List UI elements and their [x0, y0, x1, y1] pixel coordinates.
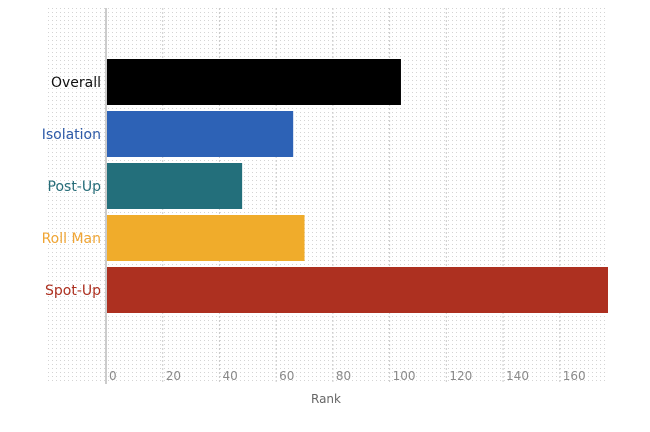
category-label: Post-Up — [48, 179, 102, 195]
x-tick-label: 160 — [563, 369, 586, 383]
x-tick-label: 20 — [166, 369, 181, 383]
category-label: Spot-Up — [45, 283, 101, 299]
category-label: Isolation — [42, 127, 101, 143]
bar — [107, 267, 608, 313]
bars — [107, 59, 608, 313]
x-axis-title: Rank — [311, 392, 341, 406]
x-tick-label: 120 — [449, 369, 472, 383]
category-labels: Overall Isolation Post-Up Roll Man Spot-Up — [42, 75, 102, 299]
bar — [107, 59, 401, 105]
x-tick-label: 140 — [506, 369, 529, 383]
x-tick-label: 80 — [336, 369, 351, 383]
bar — [107, 215, 305, 261]
x-tick-label: 60 — [279, 369, 294, 383]
category-label: Overall — [51, 75, 101, 91]
x-tick-label: 0 — [109, 369, 117, 383]
x-tick-label: 40 — [222, 369, 237, 383]
x-tick-label: 100 — [393, 369, 416, 383]
category-label: Roll Man — [42, 231, 101, 247]
x-tick-labels: 0 20 40 60 80 100 120 140 160 — [109, 369, 586, 383]
bar — [107, 163, 243, 209]
bar — [107, 111, 294, 157]
